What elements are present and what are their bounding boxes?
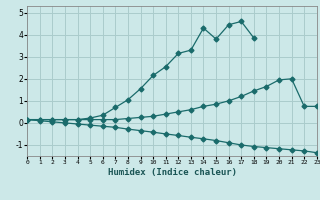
- X-axis label: Humidex (Indice chaleur): Humidex (Indice chaleur): [108, 168, 236, 177]
